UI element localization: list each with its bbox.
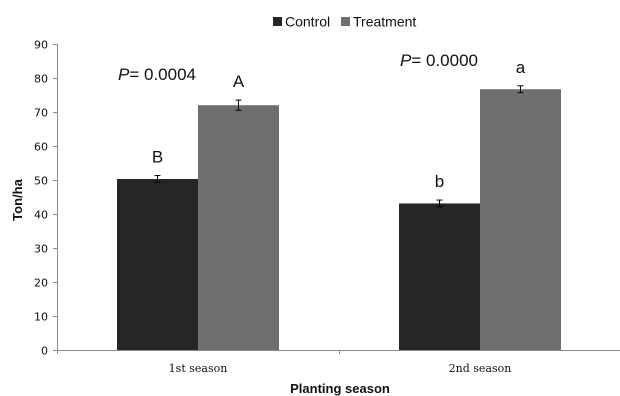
y-tick-label: 0 — [41, 345, 48, 358]
error-bar — [517, 85, 524, 94]
x-axis-title: Planting season — [290, 381, 390, 396]
bar-treatment — [480, 89, 561, 350]
annotations: B A P= 0.0004 b a P= 0.0000 — [118, 51, 526, 191]
legend-label-treatment: Treatment — [353, 14, 416, 30]
y-tick-label: 70 — [34, 107, 48, 120]
bar-control — [117, 178, 198, 350]
bar-control — [399, 203, 480, 350]
significance-letter: A — [233, 72, 245, 91]
error-bar — [154, 175, 161, 183]
legend-swatch-treatment — [341, 17, 350, 26]
x-category-label: 1st season — [169, 362, 228, 375]
significance-letter: B — [152, 148, 163, 167]
y-axis-ticks: 0 10 20 30 40 50 60 70 80 90 — [34, 39, 57, 358]
error-bar — [436, 199, 443, 208]
x-category-label: 2nd season — [449, 362, 512, 375]
y-axis-title: Ton/ha — [10, 178, 25, 220]
significance-letter: a — [516, 58, 526, 77]
bar-treatment — [198, 105, 279, 350]
y-tick-label: 30 — [34, 243, 48, 256]
significance-letter: b — [435, 172, 444, 191]
bars — [117, 85, 561, 350]
legend-label-control: Control — [285, 14, 330, 30]
y-tick-label: 40 — [34, 209, 48, 222]
p-value-annotation: P= 0.0000 — [400, 51, 478, 70]
x-axis-categories: 1st season 2nd season — [57, 350, 512, 375]
y-tick-label: 20 — [34, 277, 48, 290]
legend: Control Treatment — [273, 14, 416, 30]
y-tick-label: 50 — [34, 175, 48, 188]
error-bar — [235, 99, 242, 111]
y-tick-label: 80 — [34, 73, 48, 86]
legend-swatch-control — [273, 17, 282, 26]
p-value-annotation: P= 0.0004 — [118, 65, 196, 84]
y-tick-label: 10 — [34, 311, 48, 324]
y-tick-label: 90 — [34, 39, 48, 52]
y-tick-label: 60 — [34, 141, 48, 154]
